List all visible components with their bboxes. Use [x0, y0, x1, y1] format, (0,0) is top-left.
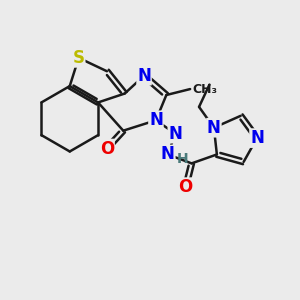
Text: O: O [178, 178, 193, 196]
Text: O: O [100, 140, 114, 158]
Text: N: N [250, 129, 264, 147]
Text: CH₃: CH₃ [193, 82, 217, 96]
Text: H: H [177, 152, 188, 166]
Text: N: N [137, 67, 151, 85]
Text: S: S [73, 49, 85, 67]
Text: N: N [161, 146, 175, 164]
Text: N: N [149, 111, 163, 129]
Text: N: N [207, 119, 221, 137]
Text: N: N [168, 125, 182, 143]
